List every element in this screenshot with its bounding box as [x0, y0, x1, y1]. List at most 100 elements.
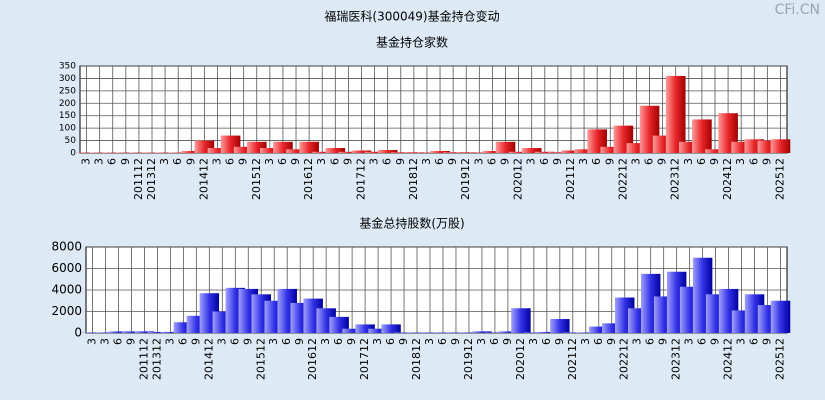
x-tick-label: 201912 — [459, 158, 472, 200]
bar — [485, 332, 505, 333]
x-tick-label: 6 — [280, 338, 293, 345]
y-tick-label: 300 — [59, 74, 76, 84]
x-tick-label: 6 — [485, 158, 498, 165]
x-tick-label: 6 — [276, 158, 289, 165]
x-tick-label: 9 — [119, 158, 132, 165]
x-tick-label: 3 — [210, 158, 223, 165]
x-tick-label: 202212 — [616, 158, 629, 200]
y-tick-label: 8000 — [51, 240, 82, 254]
x-tick-label: 3 — [98, 338, 111, 345]
page-title: 福瑞医科(300049)基金持仓变动 — [324, 9, 499, 24]
x-tick-label: 3 — [80, 158, 93, 165]
x-tick-label: 6 — [171, 158, 184, 165]
bar — [233, 146, 254, 153]
x-tick-label: 3 — [472, 158, 485, 165]
x-tick-label: 201812 — [407, 158, 420, 200]
x-tick-label: 202112 — [566, 338, 579, 380]
bar — [260, 148, 280, 153]
x-tick-label: 3 — [525, 158, 538, 165]
x-tick-label: 202512 — [774, 338, 787, 380]
x-tick-label: 201312 — [145, 158, 158, 200]
x-tick-label: 9 — [345, 338, 358, 345]
x-tick-label: 9 — [708, 158, 721, 165]
x-tick-label: 6 — [111, 338, 124, 345]
bar — [731, 141, 751, 153]
bar — [537, 331, 557, 333]
bar — [626, 143, 647, 153]
bar — [181, 151, 202, 153]
x-tick-label: 3 — [93, 158, 106, 165]
x-tick-label: 202312 — [670, 338, 683, 380]
x-tick-label: 202012 — [514, 338, 527, 380]
x-tick-label: 6 — [644, 338, 657, 345]
bar — [705, 149, 725, 153]
bar — [574, 149, 594, 153]
bar — [602, 323, 622, 333]
x-tick-label: 9 — [241, 338, 254, 345]
x-tick-label: 6 — [748, 338, 761, 345]
x-tick-label: 9 — [709, 338, 722, 345]
bar — [524, 332, 544, 333]
x-tick-label: 3 — [527, 338, 540, 345]
x-tick-label: 202012 — [512, 158, 525, 200]
x-tick-label: 3 — [683, 338, 696, 345]
bar — [563, 332, 583, 333]
x-tick-label: 9 — [237, 158, 250, 165]
x-tick-label: 201612 — [302, 158, 315, 200]
x-tick-label: 202312 — [669, 158, 682, 200]
bar — [498, 331, 518, 333]
bar — [160, 331, 181, 333]
bar — [665, 75, 686, 153]
x-tick-label: 6 — [538, 158, 551, 165]
x-tick-label: 9 — [551, 158, 564, 165]
x-tick-label: 3 — [579, 338, 592, 345]
x-tick-label: 202412 — [721, 158, 734, 200]
x-tick-label: 6 — [592, 338, 605, 345]
x-tick-label: 201312 — [150, 338, 163, 380]
x-tick-label: 9 — [501, 338, 514, 345]
y-tick-label: 250 — [59, 86, 76, 96]
bar — [482, 151, 503, 153]
x-tick-label: 9 — [760, 158, 773, 165]
x-tick-label: 201412 — [197, 158, 210, 200]
bar — [456, 152, 477, 153]
x-tick-label: 6 — [433, 158, 446, 165]
x-tick-label: 6 — [228, 338, 241, 345]
bar — [147, 331, 168, 333]
x-tick-label: 6 — [747, 158, 760, 165]
chart-title: 基金总持股数(万股) — [359, 216, 464, 231]
y-tick-label: 50 — [65, 136, 77, 146]
bar — [342, 328, 362, 333]
x-tick-label: 9 — [124, 338, 137, 345]
x-tick-label: 3 — [734, 158, 747, 165]
x-tick-label: 9 — [761, 338, 774, 345]
x-tick-label: 3 — [629, 158, 642, 165]
bar — [325, 148, 346, 153]
x-tick-label: 3 — [420, 158, 433, 165]
bar — [561, 150, 581, 153]
bar — [430, 151, 450, 153]
bar — [534, 151, 555, 153]
x-tick-label: 3 — [735, 338, 748, 345]
x-tick-label: 201412 — [202, 338, 215, 380]
x-tick-label: 3 — [85, 338, 98, 345]
x-tick-label: 6 — [106, 158, 119, 165]
x-tick-label: 9 — [184, 158, 197, 165]
y-tick-label: 6000 — [51, 261, 82, 275]
x-tick-label: 9 — [657, 338, 670, 345]
x-tick-label: 6 — [540, 338, 553, 345]
x-tick-label: 3 — [423, 338, 436, 345]
x-tick-label: 3 — [371, 338, 384, 345]
bar — [511, 308, 531, 333]
bar — [286, 149, 306, 153]
bar — [207, 148, 228, 153]
x-tick-label: 6 — [436, 338, 449, 345]
x-tick-label: 9 — [341, 158, 354, 165]
bar — [82, 332, 103, 333]
x-tick-label: 6 — [643, 158, 656, 165]
bar — [246, 141, 267, 153]
x-tick-label: 6 — [590, 158, 603, 165]
bar — [355, 324, 375, 333]
bar — [443, 152, 463, 153]
